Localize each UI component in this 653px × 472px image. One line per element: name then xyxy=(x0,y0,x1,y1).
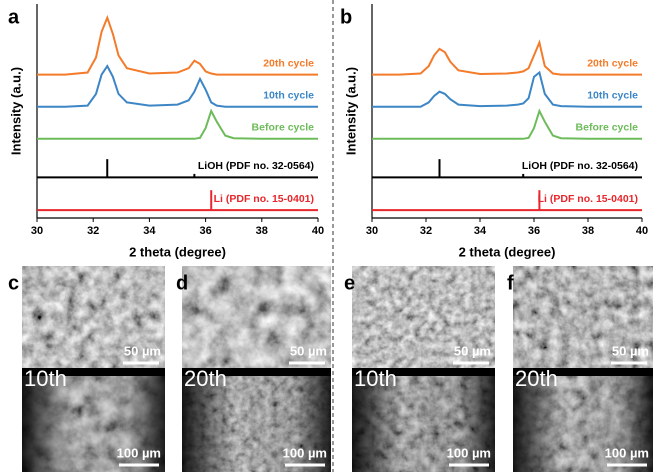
x-axis-title: 2 theta (degree) xyxy=(459,244,556,259)
x-tick-label: 36 xyxy=(528,225,540,237)
x-axis-title: 2 theta (degree) xyxy=(129,244,226,259)
scale-text: 100 µm xyxy=(117,445,161,460)
panel-label: b xyxy=(340,6,352,28)
panel-label: c xyxy=(8,272,19,294)
trace-label: 20th cycle xyxy=(263,57,314,69)
x-tick-label: 36 xyxy=(199,225,211,237)
page: {"chart_data": [ {"type": "line", "panel… xyxy=(0,0,653,472)
reference-label: LiOH (PDF no. 32-0564) xyxy=(522,160,638,172)
scale-text: 50 µm xyxy=(454,343,491,358)
panel-label: e xyxy=(344,272,355,294)
panel-label: f xyxy=(507,272,514,294)
trace-label: Before cycle xyxy=(252,122,315,134)
cycle-label: 20th xyxy=(184,366,227,391)
scale-text: 50 µm xyxy=(612,343,649,358)
scale-text: 100 µm xyxy=(447,445,491,460)
x-tick-label: 32 xyxy=(420,225,432,237)
scale-text: 100 µm xyxy=(283,445,327,460)
scale-text: 100 µm xyxy=(605,445,649,460)
x-tick-label: 30 xyxy=(366,225,378,237)
x-tick-label: 30 xyxy=(31,225,43,237)
cycle-label: 10th xyxy=(24,366,67,391)
reference-label: LiOH (PDF no. 32-0564) xyxy=(198,160,314,172)
panel-label: d xyxy=(176,272,188,294)
panel-label: a xyxy=(8,6,20,28)
reference-label: Li (PDF no. 15-0401) xyxy=(214,193,314,205)
x-tick-label: 38 xyxy=(582,225,594,237)
scale-text: 50 µm xyxy=(124,343,161,358)
figure: a Intensity (a.u.) 2 theta (degree) 30 32 34 3… xyxy=(0,0,653,472)
trace-label: 10th cycle xyxy=(263,90,314,102)
x-tick-label: 34 xyxy=(143,225,156,237)
x-tick-label: 32 xyxy=(87,225,99,237)
y-axis-title: Intensity (a.u.) xyxy=(343,67,358,155)
x-tick-label: 38 xyxy=(256,225,268,237)
trace-label: 20th cycle xyxy=(587,57,638,69)
x-tick-label: 34 xyxy=(474,225,487,237)
reference-label: Li (PDF no. 15-0401) xyxy=(538,193,638,205)
scale-text: 50 µm xyxy=(290,343,327,358)
cycle-label: 20th xyxy=(515,366,558,391)
trace-label: 10th cycle xyxy=(587,90,638,102)
x-tick-label: 40 xyxy=(636,225,648,237)
cycle-label: 10th xyxy=(354,366,397,391)
y-axis-title: Intensity (a.u.) xyxy=(8,67,23,155)
x-tick-label: 40 xyxy=(312,225,324,237)
trace-label: Before cycle xyxy=(576,122,639,134)
